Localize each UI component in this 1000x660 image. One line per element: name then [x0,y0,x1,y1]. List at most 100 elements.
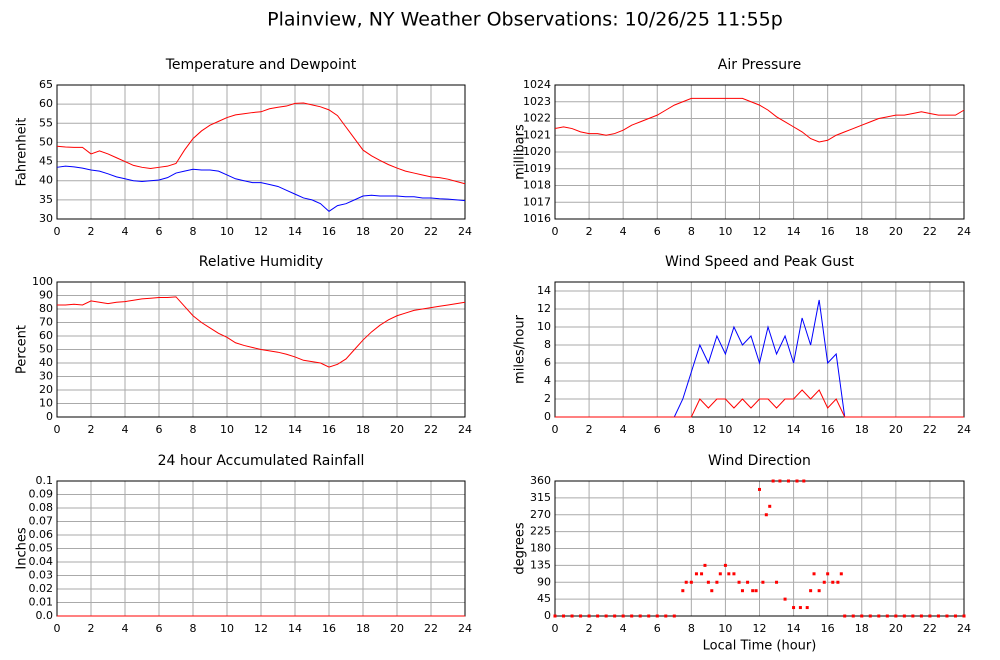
x-tick-label: 6 [156,622,163,635]
data-line [555,389,964,418]
data-point [703,563,707,567]
data-point [710,589,714,593]
x-tick-label: 0 [54,225,61,238]
data-point [792,606,796,610]
data-point [562,614,566,618]
data-point [715,580,719,584]
y-tick-label: 0.06 [29,528,54,541]
x-tick-label: 24 [957,225,971,238]
data-point [570,614,574,618]
data-point [664,614,668,618]
data-point [587,614,591,618]
x-tick-label: 12 [254,225,268,238]
panel-title: 24 hour Accumulated Rainfall [158,453,365,469]
x-tick-label: 22 [424,423,438,436]
y-tick-label: 180 [530,542,551,555]
x-tick-label: 18 [356,423,370,436]
y-tick-label: 90 [39,289,53,302]
x-tick-label: 16 [322,225,336,238]
data-point [727,572,731,576]
x-tick-label: 6 [654,225,661,238]
y-tick-label: 0.0 [36,609,54,622]
data-point [919,614,923,618]
x-tick-label: 16 [821,423,835,436]
y-tick-label: 0 [544,410,551,423]
x-tick-label: 22 [923,423,937,436]
data-point [786,479,790,483]
x-tick-label: 4 [122,423,129,436]
x-tick-label: 16 [322,423,336,436]
data-point [778,479,782,483]
x-tick-label: 18 [356,225,370,238]
panel-title: Wind Speed and Peak Gust [665,254,854,270]
data-point [928,614,932,618]
data-line [56,165,466,212]
data-point [751,589,755,593]
data-point [681,589,685,593]
data-line [554,97,965,143]
data-point [604,614,608,618]
y-tick-label: 100 [32,275,53,288]
x-tick-label: 20 [889,225,903,238]
x-tick-label: 0 [54,423,61,436]
x-tick-label: 6 [156,225,163,238]
x-tick-label: 6 [654,622,661,635]
x-tick-label: 12 [753,622,767,635]
panel-title: Relative Humidity [199,254,323,270]
data-point [638,614,642,618]
x-tick-label: 12 [753,423,767,436]
data-point [839,572,843,576]
x-tick-label: 8 [190,423,197,436]
data-point [802,479,806,483]
y-tick-label: 10 [537,320,551,333]
x-tick-label: 6 [156,423,163,436]
data-line [56,102,466,185]
y-tick-label: 50 [39,135,53,148]
y-tick-label: 0 [46,410,53,423]
x-tick-label: 14 [288,423,302,436]
y-tick-label: 1023 [523,95,551,108]
y-axis-label: Percent [15,325,30,374]
x-tick-label: 0 [552,225,559,238]
y-axis-label: millibars [513,124,528,180]
data-point [843,614,847,618]
x-tick-label: 16 [322,622,336,635]
x-tick-label: 16 [821,225,835,238]
y-tick-label: 0.07 [29,515,54,528]
data-point [817,589,821,593]
x-tick-label: 22 [424,225,438,238]
y-axis-label: degrees [513,522,528,575]
data-point [962,614,966,618]
y-axis-label: Inches [15,527,30,569]
x-tick-label: 12 [753,225,767,238]
y-tick-label: 45 [39,155,53,168]
data-point [805,606,809,610]
panel-title: Temperature and Dewpoint [165,57,357,73]
x-tick-label: 10 [718,423,732,436]
y-tick-label: 65 [39,78,53,91]
y-tick-label: 1016 [523,212,551,225]
y-tick-label: 2 [544,392,551,405]
data-point [877,614,881,618]
data-point [689,580,693,584]
y-tick-label: 1018 [523,179,551,192]
x-tick-label: 14 [288,622,302,635]
x-tick-label: 4 [620,423,627,436]
y-tick-label: 270 [530,508,551,521]
y-tick-label: 0.02 [29,582,54,595]
data-point [764,513,768,517]
data-point [553,614,557,618]
data-point [795,479,799,483]
data-point [596,614,600,618]
data-point [706,580,710,584]
panel-title: Wind Direction [708,453,811,469]
data-point [945,614,949,618]
x-tick-label: 6 [654,423,661,436]
x-tick-label: 4 [122,225,129,238]
x-tick-label: 24 [458,423,472,436]
x-tick-label: 14 [787,622,801,635]
data-point [868,614,872,618]
x-tick-label: 16 [821,622,835,635]
y-tick-label: 40 [39,356,53,369]
y-tick-label: 90 [537,575,551,588]
